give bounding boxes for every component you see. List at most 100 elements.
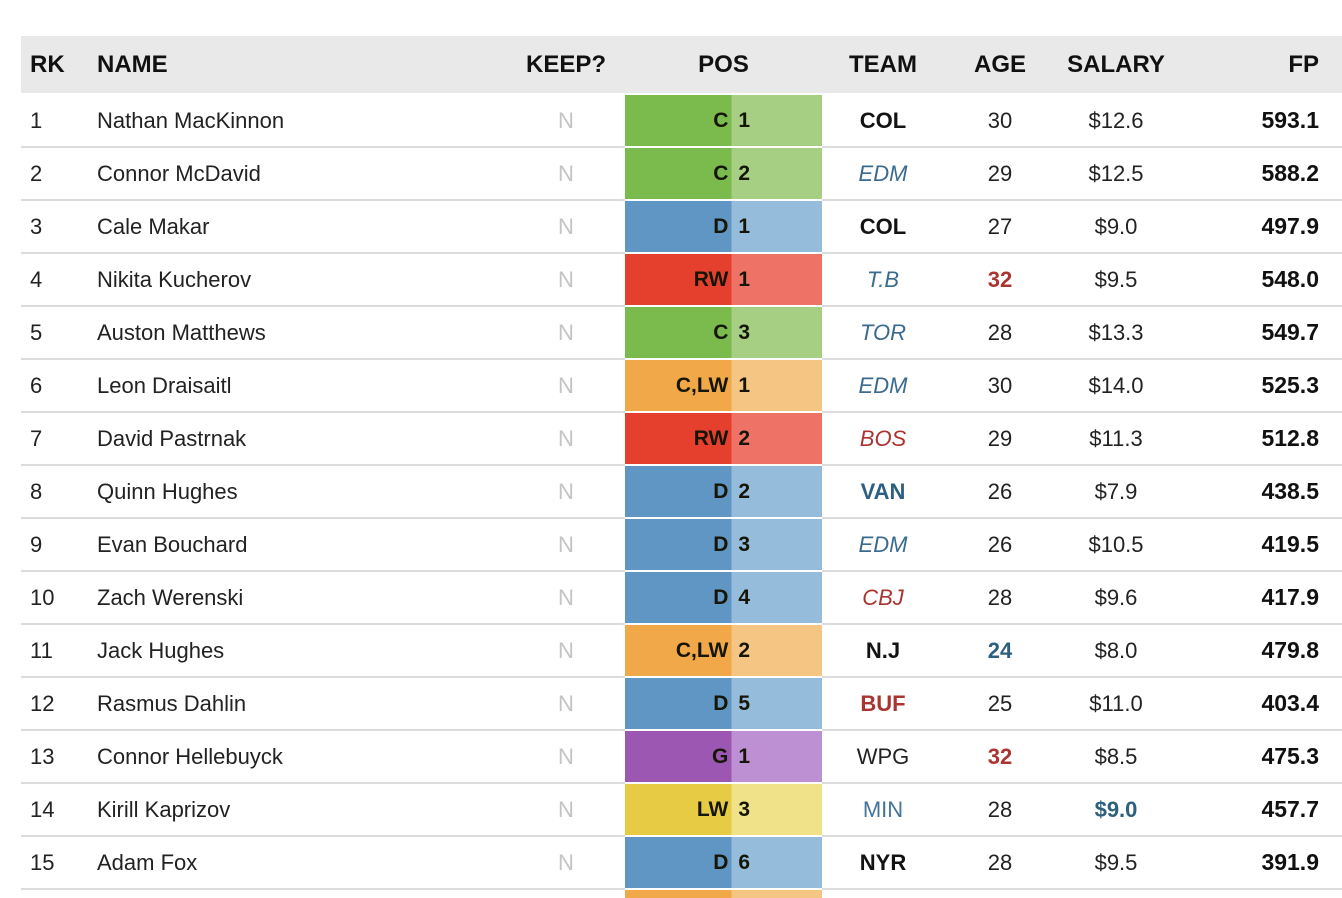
column-header-rk[interactable]: RK bbox=[21, 36, 97, 95]
fp-cell: 475.3 bbox=[1176, 731, 1342, 784]
rank-cell: 4 bbox=[21, 254, 97, 307]
keep-toggle[interactable]: N bbox=[507, 201, 625, 254]
position-label: D bbox=[713, 214, 729, 238]
player-row[interactable]: 15 Adam Fox N D 6 NYR 28 $9.5 391.9 bbox=[21, 837, 1342, 890]
player-row[interactable]: 9 Evan Bouchard N D 3 EDM 26 $10.5 419.5 bbox=[21, 519, 1342, 572]
rank-cell: 7 bbox=[21, 413, 97, 466]
player-row[interactable]: 1 Nathan MacKinnon N C 1 COL 30 $12.6 593.1 bbox=[21, 95, 1342, 148]
keep-toggle[interactable]: N bbox=[507, 360, 625, 413]
position-cell: RW 2 bbox=[625, 413, 822, 466]
position-label: G bbox=[712, 744, 729, 768]
player-name-cell[interactable]: Auston Matthews bbox=[97, 307, 507, 360]
position-badge: RW 2 bbox=[625, 413, 822, 464]
player-rankings-page: RK NAME KEEP? POS TEAM AGE SALARY FP 1 Na… bbox=[21, 36, 1342, 898]
position-badge: RW 1 bbox=[625, 254, 822, 305]
fp-cell: 391.9 bbox=[1176, 837, 1342, 890]
fp-cell: 457.7 bbox=[1176, 784, 1342, 837]
keep-toggle[interactable]: N bbox=[507, 731, 625, 784]
rank-cell: 9 bbox=[21, 519, 97, 572]
player-row[interactable]: 12 Rasmus Dahlin N D 5 BUF 25 $11.0 403.4 bbox=[21, 678, 1342, 731]
player-name-cell[interactable]: Connor McDavid bbox=[97, 148, 507, 201]
keep-toggle[interactable]: N bbox=[507, 148, 625, 201]
column-header-fp[interactable]: FP bbox=[1176, 36, 1342, 95]
keep-toggle[interactable]: N bbox=[507, 307, 625, 360]
keep-toggle[interactable]: N bbox=[507, 678, 625, 731]
keep-toggle[interactable]: N bbox=[507, 784, 625, 837]
keep-toggle[interactable]: N bbox=[507, 95, 625, 148]
rank-cell: 3 bbox=[21, 201, 97, 254]
rank-cell: 11 bbox=[21, 625, 97, 678]
position-label: D bbox=[713, 850, 729, 874]
rank-cell: 8 bbox=[21, 466, 97, 519]
player-name-cell[interactable]: David Pastrnak bbox=[97, 413, 507, 466]
column-header-salary[interactable]: SALARY bbox=[1056, 36, 1176, 95]
player-rankings-table: RK NAME KEEP? POS TEAM AGE SALARY FP 1 Na… bbox=[21, 36, 1342, 898]
age-cell: 28 bbox=[944, 307, 1056, 360]
keep-toggle[interactable]: N bbox=[507, 572, 625, 625]
salary-cell: $14.0 bbox=[1056, 360, 1176, 413]
fp-cell: 479.8 bbox=[1176, 625, 1342, 678]
keep-toggle[interactable]: N bbox=[507, 519, 625, 572]
age-cell: 25 bbox=[944, 678, 1056, 731]
team-cell: COL bbox=[822, 95, 944, 148]
player-row[interactable]: 10 Zach Werenski N D 4 CBJ 28 $9.6 417.9 bbox=[21, 572, 1342, 625]
player-name-cell[interactable]: Jack Hughes bbox=[97, 625, 507, 678]
team-cell: EDM bbox=[822, 360, 944, 413]
column-header-name[interactable]: NAME bbox=[97, 36, 507, 95]
player-row[interactable]: 3 Cale Makar N D 1 COL 27 $9.0 497.9 bbox=[21, 201, 1342, 254]
player-name-cell[interactable]: Evan Bouchard bbox=[97, 519, 507, 572]
position-rank: 3 bbox=[738, 532, 751, 556]
column-header-keep[interactable]: KEEP? bbox=[507, 36, 625, 95]
position-rank: 5 bbox=[738, 691, 751, 715]
keep-toggle[interactable]: N bbox=[507, 413, 625, 466]
age-cell: 30 bbox=[944, 95, 1056, 148]
player-name-cell[interactable]: Adam Fox bbox=[97, 837, 507, 890]
player-row[interactable]: 4 Nikita Kucherov N RW 1 T.B 32 $9.5 548.0 bbox=[21, 254, 1342, 307]
keep-toggle[interactable]: N bbox=[507, 837, 625, 890]
player-name-cell[interactable]: Rasmus Dahlin bbox=[97, 678, 507, 731]
keep-toggle[interactable]: N bbox=[507, 254, 625, 307]
position-label: C,LW bbox=[675, 638, 729, 662]
player-name-cell[interactable]: Quinn Hughes bbox=[97, 466, 507, 519]
salary-cell: $8.5 bbox=[1056, 731, 1176, 784]
player-name-cell[interactable]: Kirill Kaprizov bbox=[97, 784, 507, 837]
keep-toggle[interactable]: N bbox=[507, 466, 625, 519]
column-header-team[interactable]: TEAM bbox=[822, 36, 944, 95]
player-name-cell[interactable]: Cale Makar bbox=[97, 201, 507, 254]
player-name-cell[interactable]: Nikita Kucherov bbox=[97, 254, 507, 307]
keep-toggle[interactable]: N bbox=[507, 625, 625, 678]
player-row[interactable]: 13 Connor Hellebuyck N G 1 WPG 32 $8.5 475.3 bbox=[21, 731, 1342, 784]
position-cell bbox=[625, 890, 822, 898]
player-row[interactable]: 11 Jack Hughes N C,LW 2 N.J 24 $8.0 479.8 bbox=[21, 625, 1342, 678]
rank-cell: 14 bbox=[21, 784, 97, 837]
position-label: RW bbox=[693, 267, 729, 291]
salary-cell: $9.0 bbox=[1056, 201, 1176, 254]
fp-cell: 588.2 bbox=[1176, 148, 1342, 201]
position-rank: 2 bbox=[738, 638, 751, 662]
position-label: LW bbox=[696, 797, 729, 821]
column-header-pos[interactable]: POS bbox=[625, 36, 822, 95]
salary-cell: $9.5 bbox=[1056, 837, 1176, 890]
player-name-cell[interactable]: Connor Hellebuyck bbox=[97, 731, 507, 784]
player-row[interactable]: 8 Quinn Hughes N D 2 VAN 26 $7.9 438.5 bbox=[21, 466, 1342, 519]
player-name-cell[interactable]: Leon Draisaitl bbox=[97, 360, 507, 413]
player-row[interactable]: 7 David Pastrnak N RW 2 BOS 29 $11.3 512.8 bbox=[21, 413, 1342, 466]
player-row[interactable]: 2 Connor McDavid N C 2 EDM 29 $12.5 588.2 bbox=[21, 148, 1342, 201]
position-cell: LW 3 bbox=[625, 784, 822, 837]
column-header-age[interactable]: AGE bbox=[944, 36, 1056, 95]
player-name-cell[interactable]: Zach Werenski bbox=[97, 572, 507, 625]
player-row[interactable]: 14 Kirill Kaprizov N LW 3 MIN 28 $9.0 457.7 bbox=[21, 784, 1342, 837]
player-name-cell[interactable]: Nathan MacKinnon bbox=[97, 95, 507, 148]
player-row[interactable]: 5 Auston Matthews N C 3 TOR 28 $13.3 549.7 bbox=[21, 307, 1342, 360]
player-row[interactable]: 6 Leon Draisaitl N C,LW 1 EDM 30 $14.0 525.3 bbox=[21, 360, 1342, 413]
empty-cell bbox=[944, 890, 1056, 898]
age-cell: 28 bbox=[944, 837, 1056, 890]
